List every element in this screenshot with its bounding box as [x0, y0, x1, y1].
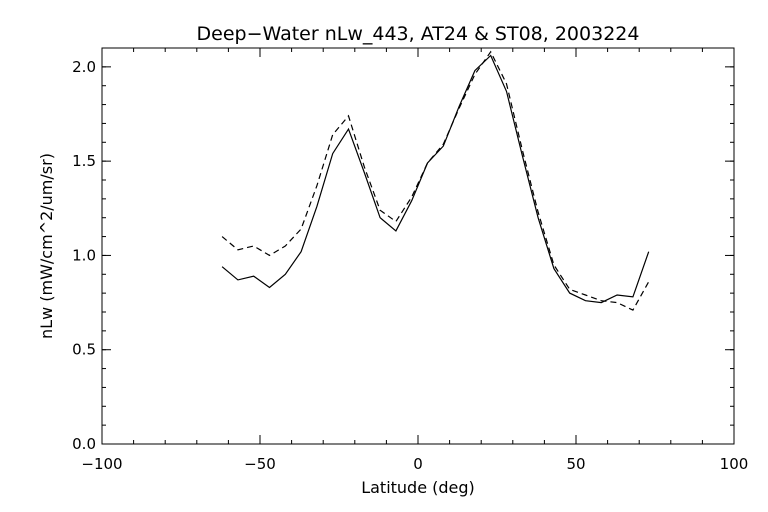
x-tick-label: 50	[566, 455, 585, 473]
y-tick-label: 0.5	[72, 341, 96, 359]
x-tick-label: 100	[720, 455, 749, 473]
series-group	[221, 50, 650, 311]
x-tick-labels: −100 −50 0 50 100	[81, 455, 748, 473]
x-tick-label: −50	[244, 455, 276, 473]
axis-ticks	[101, 47, 735, 445]
chart-title: Deep−Water nLw_443, AT24 & ST08, 2003224	[197, 23, 640, 45]
y-axis-label: nLw (mW/cm^2/um/sr)	[37, 153, 56, 339]
y-tick-label: 1.5	[72, 152, 96, 170]
series-line-dashed	[221, 50, 650, 311]
y-tick-label: 0.0	[72, 435, 96, 453]
series-line-solid	[221, 54, 650, 304]
x-axis-label: Latitude (deg)	[361, 478, 475, 497]
x-tick-label: 0	[413, 455, 423, 473]
plot-frame	[101, 47, 735, 445]
y-tick-label: 2.0	[72, 58, 96, 76]
y-tick-label: 1.0	[72, 246, 96, 264]
y-tick-labels: 0.0 0.5 1.0 1.5 2.0	[72, 58, 96, 453]
x-tick-label: −100	[81, 455, 122, 473]
